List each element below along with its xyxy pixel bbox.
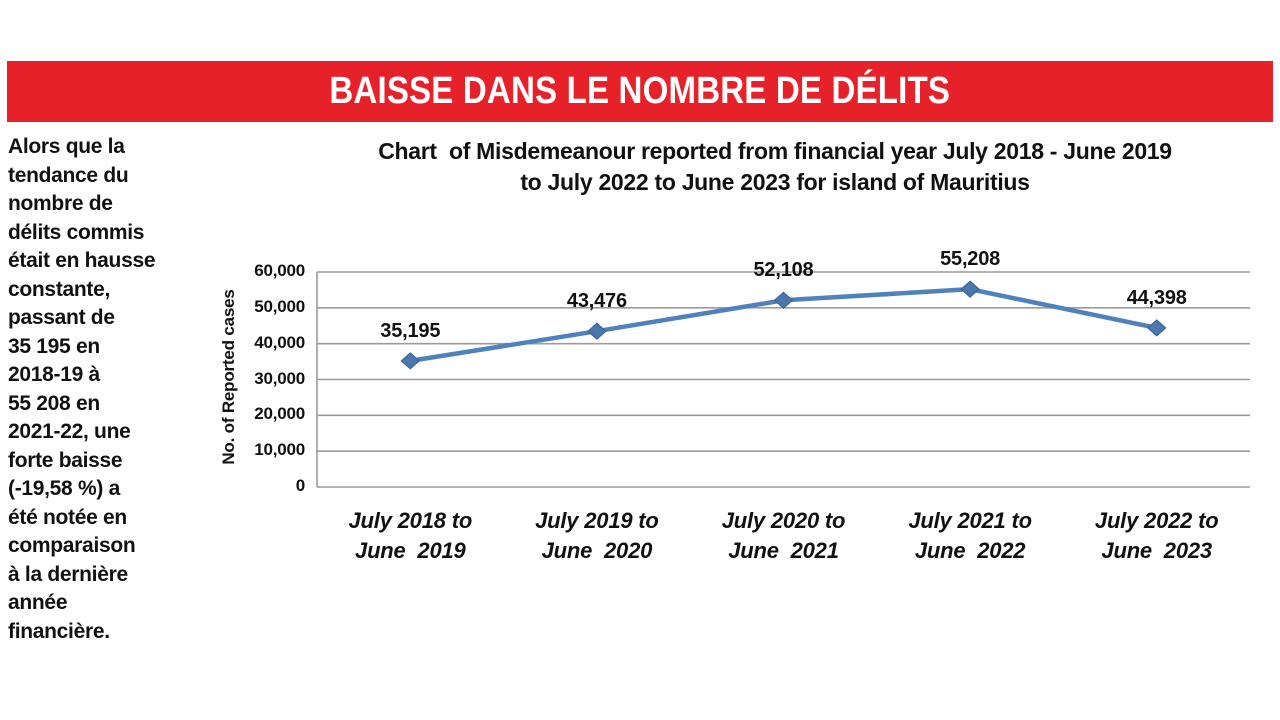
category-label: July 2020 to June 2021: [721, 508, 846, 563]
data-label: 35,195: [380, 319, 441, 342]
y-tick-label: 20,000: [254, 404, 305, 424]
chart-title: Chart of Misdemeanour reported from fina…: [378, 138, 1172, 195]
sidebar-commentary: Alors que la tendance du nombre de délit…: [8, 135, 156, 643]
y-tick-label: 0: [295, 476, 305, 495]
data-point-marker: [773, 291, 794, 309]
data-point-marker: [1146, 319, 1167, 337]
data-label: 44,398: [1126, 286, 1187, 309]
header-banner: BAISSE DANS LE NOMBRE DE DÉLITS: [7, 61, 1273, 122]
category-label: July 2021 to June 2022: [908, 508, 1032, 563]
data-point-marker: [587, 322, 607, 340]
y-tick-label: 60,000: [254, 261, 305, 280]
data-label: 55,208: [940, 248, 1001, 271]
category-label: July 2019 to June 2020: [535, 508, 659, 563]
y-tick-label: 40,000: [254, 332, 305, 352]
data-point-marker: [400, 352, 421, 370]
banner-title: BAISSE DANS LE NOMBRE DE DÉLITS: [329, 70, 951, 112]
category-label: July 2022 to June 2023: [1094, 508, 1219, 563]
category-label: July 2018 to June 2019: [348, 508, 473, 563]
data-point-marker: [960, 280, 980, 298]
y-tick-label: 50,000: [254, 296, 305, 316]
y-tick-label: 10,000: [254, 440, 305, 460]
y-tick-label: 30,000: [254, 368, 305, 388]
data-label: 43,476: [566, 290, 627, 313]
data-label: 52,108: [753, 259, 814, 282]
